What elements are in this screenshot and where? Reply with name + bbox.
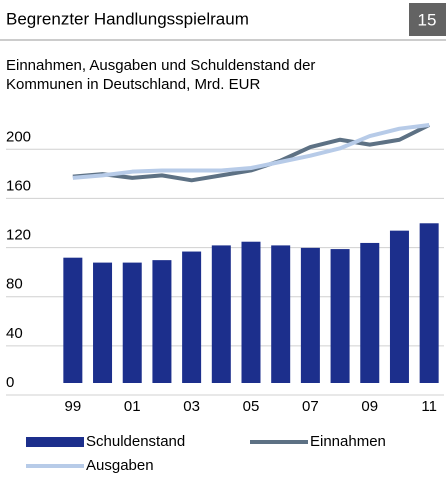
y-tick-label: 120 (6, 227, 31, 244)
page-number: 15 (418, 10, 437, 29)
bar (419, 223, 439, 383)
bar (360, 242, 380, 383)
page-badge (409, 3, 446, 36)
line (72, 123, 430, 180)
legend-label: Schuldenstand (86, 433, 185, 450)
legend-label: Einnahmen (310, 433, 386, 450)
bar (271, 245, 291, 383)
bar (330, 249, 350, 383)
bar (122, 262, 142, 383)
y-tick-label: 200 (6, 128, 31, 145)
bar (63, 257, 83, 383)
x-tick-label: 11 (421, 398, 437, 415)
bar (93, 262, 113, 383)
y-tick-label: 80 (6, 276, 23, 293)
y-tick-label: 0 (6, 374, 14, 391)
legend-label: Ausgaben (86, 457, 154, 474)
bar (182, 251, 202, 383)
subtitle: Einnahmen, Ausgaben und Schuldenstand de… (6, 57, 315, 74)
bar (152, 260, 172, 383)
bar (389, 230, 409, 383)
bar (211, 245, 231, 383)
bar (300, 247, 320, 383)
y-tick-label: 160 (6, 177, 31, 194)
legend-swatch (26, 437, 84, 447)
x-tick-label: 01 (124, 398, 141, 415)
line (72, 123, 431, 183)
bar (241, 241, 261, 383)
x-tick-label: 07 (302, 398, 319, 415)
x-tick-label: 99 (65, 398, 82, 415)
y-tick-label: 40 (6, 325, 23, 342)
subtitle: Kommunen in Deutschland, Mrd. EUR (6, 76, 260, 93)
x-tick-label: 03 (183, 398, 200, 415)
x-tick-label: 09 (361, 398, 378, 415)
header-title: Begrenzter Handlungsspielraum (6, 9, 249, 28)
x-tick-label: 05 (243, 398, 260, 415)
